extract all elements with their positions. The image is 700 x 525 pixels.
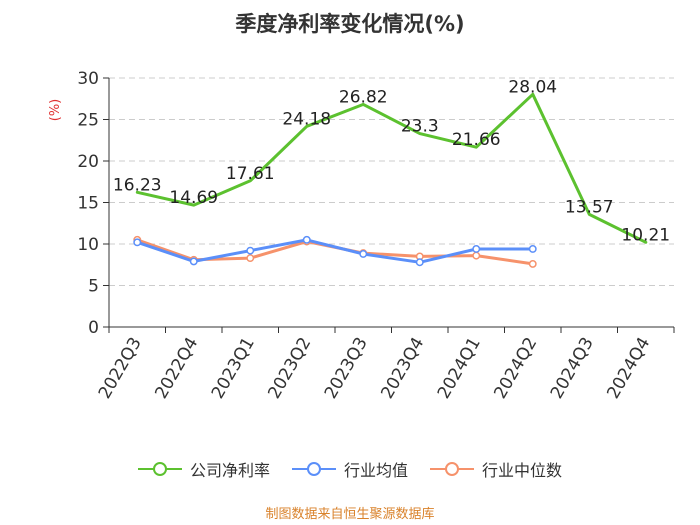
data-point	[472, 245, 481, 253]
source-note: 制图数据来自恒生聚源数据库	[265, 507, 435, 522]
data-label: 23.3	[401, 117, 439, 137]
legend-item[interactable]: 行业中位数	[430, 457, 562, 481]
x-tick-label: 2022Q3	[95, 334, 146, 402]
data-label: 10.21	[621, 225, 670, 245]
data-point	[472, 251, 481, 260]
data-point	[246, 246, 255, 255]
data-point	[246, 254, 255, 263]
x-tick-label: 2024Q1	[434, 334, 485, 402]
y-tick-label: 30	[77, 69, 99, 89]
x-tick-label: 2024Q4	[603, 334, 654, 402]
series	[133, 92, 648, 268]
legend-label: 行业均值	[343, 461, 408, 480]
x-tick-label: 2024Q3	[547, 334, 598, 402]
data-label: 28.04	[508, 77, 557, 97]
y-tick-label: 5	[88, 277, 99, 297]
legend-swatch	[291, 462, 336, 476]
x-tick-label: 2024Q2	[490, 334, 541, 402]
y-axis-label: (%)	[48, 99, 63, 122]
y-tick-label: 20	[77, 152, 99, 172]
legend-item[interactable]: 公司净利率	[137, 457, 270, 481]
legend-swatch	[137, 462, 182, 476]
data-point	[302, 235, 311, 244]
y-tick-label: 0	[88, 318, 99, 338]
x-tick-label: 2023Q4	[377, 334, 428, 402]
legend-label: 行业中位数	[482, 461, 563, 480]
legend-label: 公司净利率	[189, 461, 270, 480]
legend-item[interactable]: 行业均值	[291, 457, 408, 481]
legend-swatch	[430, 462, 474, 476]
data-point	[528, 245, 537, 253]
legend: 公司净利率 行业均值 行业中位数	[0, 454, 700, 484]
data-label: 21.66	[452, 130, 501, 150]
data-label: 26.82	[339, 87, 388, 107]
data-label: 17.61	[226, 164, 275, 184]
data-point	[189, 257, 198, 266]
x-tick-label: 2023Q3	[321, 334, 372, 402]
data-label: 24.18	[282, 109, 331, 129]
data-point	[528, 259, 537, 268]
data-point	[415, 258, 424, 267]
data-label: 14.69	[169, 188, 218, 208]
y-tick-label: 10	[77, 235, 99, 255]
data-label: 13.57	[565, 197, 614, 217]
chart-title: 季度净利率变化情况(%)	[235, 12, 465, 36]
x-tick-label: 2022Q4	[151, 334, 202, 402]
data-labels: 16.23 14.69 17.61 24.18 26.82 23.3 21.66 28.04 1…	[113, 77, 670, 245]
series-line	[135, 92, 648, 244]
y-tick-label: 15	[77, 194, 99, 214]
data-point	[359, 250, 368, 258]
data-label: 16.23	[113, 175, 162, 195]
x-tick-label: 2023Q2	[264, 334, 315, 402]
x-tick-label: 2023Q1	[208, 334, 259, 402]
y-tick-label: 25	[77, 111, 99, 131]
series-line	[135, 238, 535, 264]
data-point	[133, 238, 142, 247]
